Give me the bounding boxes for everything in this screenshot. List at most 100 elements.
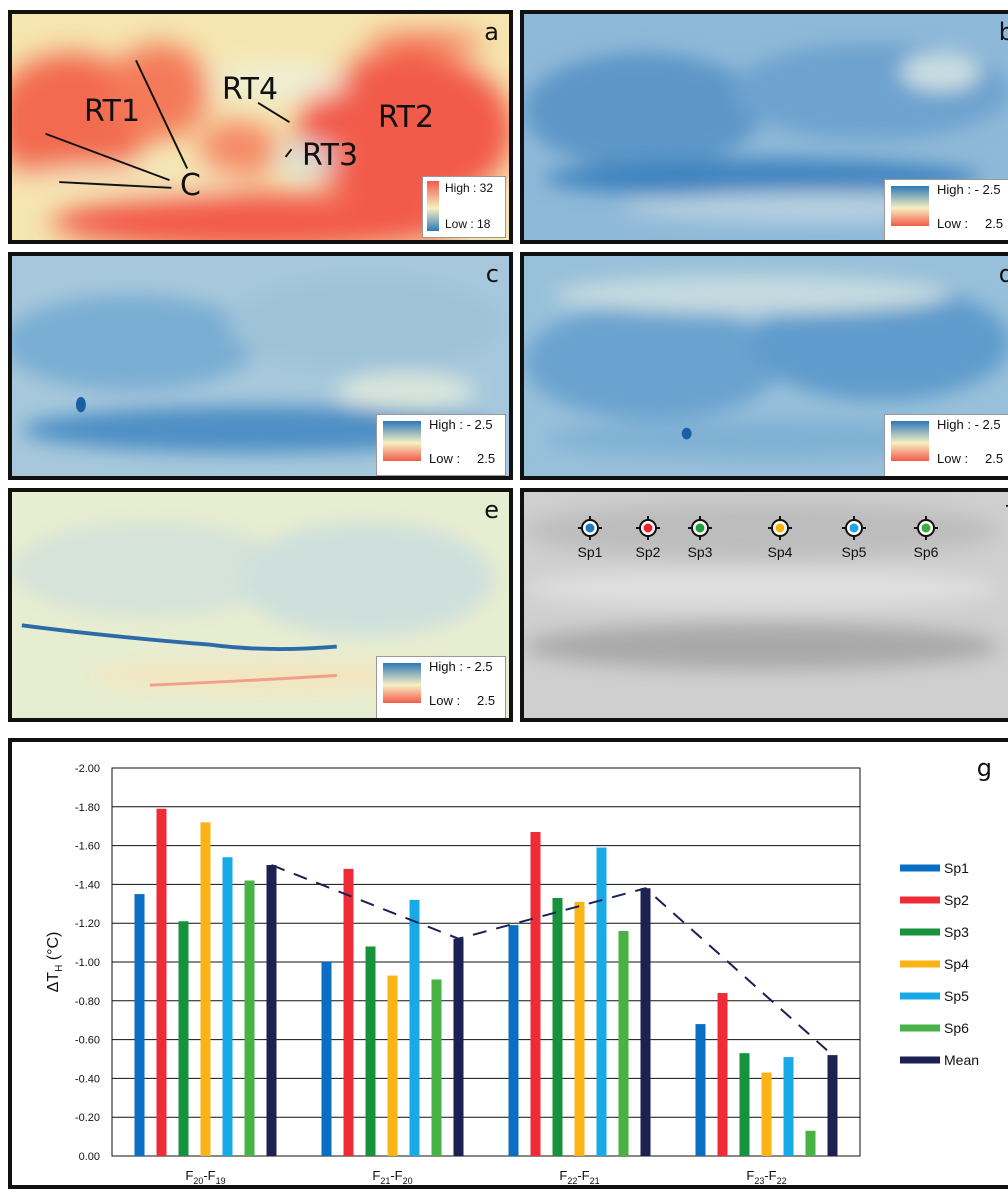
sample-point-sp3: Sp3 bbox=[675, 516, 725, 560]
mean-trend-line bbox=[271, 864, 834, 1056]
sample-point-label: Sp1 bbox=[577, 544, 603, 560]
region-label-c: C bbox=[180, 168, 201, 203]
sample-point-sp1: Sp1 bbox=[565, 516, 615, 560]
panel-a-thermal-map: RT1 RT2 RT3 RT4 C a High : 32 Low : 18 bbox=[8, 10, 513, 244]
legend-low-label-e: Low : bbox=[429, 693, 461, 708]
legend-label-sp2: Sp2 bbox=[944, 892, 969, 908]
panel-letter-d: d bbox=[999, 260, 1008, 288]
panel-d-difference-map: d High : - 2.5 Low : 2.5 bbox=[520, 252, 1008, 480]
region-label-rt4: RT4 bbox=[222, 72, 279, 107]
panel-letter-b: b bbox=[999, 18, 1008, 46]
sample-point-label: Sp4 bbox=[767, 544, 793, 560]
bar-sp1 bbox=[695, 1024, 706, 1156]
delta-t-bar-chart: 0.00 -0.20 -0.40 -0.60 -0.80 -1.00 -1.20 -1.40 -… bbox=[45, 754, 992, 1186]
target-marker-icon bbox=[914, 516, 938, 540]
sample-point-sp6: Sp6 bbox=[901, 516, 951, 560]
color-ramp-c bbox=[383, 421, 421, 461]
y-tick-label: -1.00 bbox=[75, 957, 100, 969]
x-category-label: F20-F19 bbox=[185, 1168, 225, 1186]
legend-high-d: High : - 2.5 bbox=[937, 417, 1001, 432]
bar-sp4 bbox=[387, 975, 398, 1156]
bar-sp3 bbox=[178, 921, 189, 1156]
panel-e-difference-map: e High : - 2.5 Low : 2.5 bbox=[8, 488, 513, 722]
thermal-map-image bbox=[12, 14, 509, 240]
y-tick-label: -1.20 bbox=[75, 918, 100, 930]
y-tick-label: -1.80 bbox=[75, 802, 100, 814]
x-category-label: F23-F22 bbox=[746, 1168, 786, 1186]
sample-point-label: Sp6 bbox=[913, 544, 939, 560]
target-marker-icon bbox=[578, 516, 602, 540]
bar-sp3 bbox=[365, 946, 376, 1156]
difference-map-image-b bbox=[524, 14, 1008, 240]
bar-sp2 bbox=[343, 868, 354, 1156]
bar-sp6 bbox=[431, 979, 442, 1156]
bar-sp1 bbox=[508, 925, 519, 1156]
panel-letter-a: a bbox=[484, 18, 499, 46]
bar-sp5 bbox=[222, 857, 233, 1156]
legend-label-sp3: Sp3 bbox=[944, 924, 969, 940]
color-legend-a: High : 32 Low : 18 bbox=[422, 176, 506, 238]
y-tick-label: -1.40 bbox=[75, 879, 100, 891]
color-ramp-a bbox=[427, 181, 439, 231]
y-tick-label: -0.20 bbox=[75, 1112, 100, 1124]
bar-sp6 bbox=[805, 1130, 816, 1156]
bar-sp4 bbox=[200, 822, 211, 1156]
bar-sp3 bbox=[739, 1053, 750, 1156]
sample-point-label: Sp5 bbox=[841, 544, 867, 560]
region-label-rt2: RT2 bbox=[378, 100, 435, 135]
color-ramp-e bbox=[383, 663, 421, 703]
panel-g-bar-chart: 0.00 -0.20 -0.40 -0.60 -0.80 -1.00 -1.20 -1.40 -… bbox=[8, 738, 1008, 1189]
legend-label-sp5: Sp5 bbox=[944, 988, 969, 1004]
region-label-rt1: RT1 bbox=[84, 94, 141, 129]
bar-sp1 bbox=[134, 894, 145, 1156]
y-tick-label: -0.40 bbox=[75, 1073, 100, 1085]
bar-sp4 bbox=[761, 1072, 772, 1156]
y-tick-label: -0.60 bbox=[75, 1035, 100, 1047]
panel-letter-e: e bbox=[484, 496, 499, 524]
target-marker-icon bbox=[842, 516, 866, 540]
color-ramp-b bbox=[891, 186, 929, 226]
legend-low-value-c: 2.5 bbox=[477, 451, 496, 466]
sample-point-label: Sp2 bbox=[635, 544, 661, 560]
bar-sp5 bbox=[596, 847, 607, 1156]
legend-low-label-b: Low : bbox=[937, 216, 969, 231]
target-marker-icon bbox=[768, 516, 792, 540]
bar-mean bbox=[266, 865, 277, 1156]
bar-sp2 bbox=[530, 832, 541, 1156]
bar-sp5 bbox=[783, 1057, 794, 1156]
color-legend-e: High : - 2.5 Low : 2.5 bbox=[376, 656, 506, 718]
panel-letter-f: f bbox=[1006, 496, 1008, 524]
color-legend-c: High : - 2.5 Low : 2.5 bbox=[376, 414, 506, 476]
legend-low-value-e: 2.5 bbox=[477, 693, 496, 708]
panel-c-difference-map: c High : - 2.5 Low : 2.5 bbox=[8, 252, 513, 480]
legend-label-sp6: Sp6 bbox=[944, 1020, 969, 1036]
legend-high-c: High : - 2.5 bbox=[429, 417, 493, 432]
sample-point-sp4: Sp4 bbox=[755, 516, 805, 560]
panel-f-sample-points: f Sp1 Sp2 Sp3 Sp4 Sp5 Sp6 bbox=[520, 488, 1008, 722]
bar-sp3 bbox=[552, 897, 563, 1156]
legend-low-label-d: Low : bbox=[937, 451, 969, 466]
color-ramp-d bbox=[891, 421, 929, 461]
x-category-label: F22-F21 bbox=[559, 1168, 599, 1186]
bar-mean bbox=[827, 1055, 838, 1156]
y-tick-label: -0.80 bbox=[75, 996, 100, 1008]
x-category-label: F21-F20 bbox=[372, 1168, 412, 1186]
color-legend-d: High : - 2.5 Low : 2.5 bbox=[884, 414, 1008, 476]
sample-point-label: Sp3 bbox=[687, 544, 713, 560]
target-marker-icon bbox=[688, 516, 712, 540]
panel-letter-c: c bbox=[485, 260, 499, 288]
legend-label-sp4: Sp4 bbox=[944, 956, 969, 972]
legend-high-e: High : - 2.5 bbox=[429, 659, 493, 674]
bar-sp2 bbox=[717, 993, 728, 1156]
y-axis-label: ΔTH (°C) bbox=[45, 932, 65, 993]
region-label-rt3: RT3 bbox=[302, 138, 359, 173]
color-legend-b: High : - 2.5 Low : 2.5 bbox=[884, 179, 1008, 240]
legend-low-value-d: 2.5 bbox=[985, 451, 1004, 466]
bar-sp4 bbox=[574, 901, 585, 1156]
bar-sp5 bbox=[409, 899, 420, 1156]
panel-b-difference-map: b High : - 2.5 Low : 2.5 bbox=[520, 10, 1008, 244]
panel-letter-g: g bbox=[977, 754, 992, 782]
legend-low-label-c: Low : bbox=[429, 451, 461, 466]
y-tick-label: -1.60 bbox=[75, 841, 100, 853]
sample-point-sp2: Sp2 bbox=[623, 516, 673, 560]
